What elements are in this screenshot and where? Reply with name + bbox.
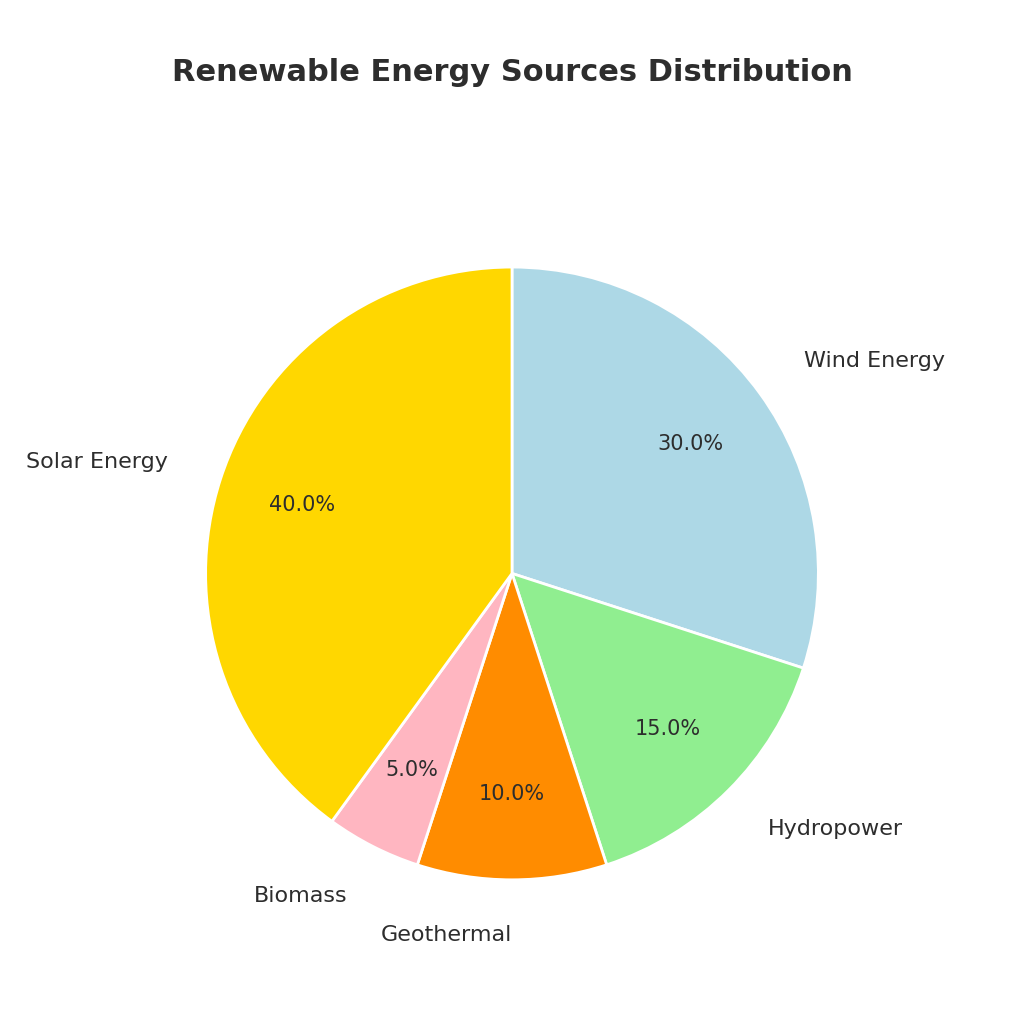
Text: Solar Energy: Solar Energy (27, 452, 168, 472)
Wedge shape (512, 573, 804, 865)
Text: Geothermal: Geothermal (381, 925, 512, 945)
Wedge shape (512, 267, 818, 668)
Title: Renewable Energy Sources Distribution: Renewable Energy Sources Distribution (172, 58, 852, 87)
Text: Biomass: Biomass (254, 886, 348, 905)
Wedge shape (418, 573, 606, 880)
Text: 5.0%: 5.0% (385, 760, 438, 780)
Text: 15.0%: 15.0% (635, 720, 701, 739)
Wedge shape (206, 267, 512, 821)
Text: Wind Energy: Wind Energy (805, 351, 945, 371)
Text: 10.0%: 10.0% (479, 784, 545, 804)
Text: 30.0%: 30.0% (657, 434, 724, 454)
Text: Hydropower: Hydropower (768, 819, 903, 839)
Text: 40.0%: 40.0% (269, 496, 335, 515)
Wedge shape (332, 573, 512, 865)
